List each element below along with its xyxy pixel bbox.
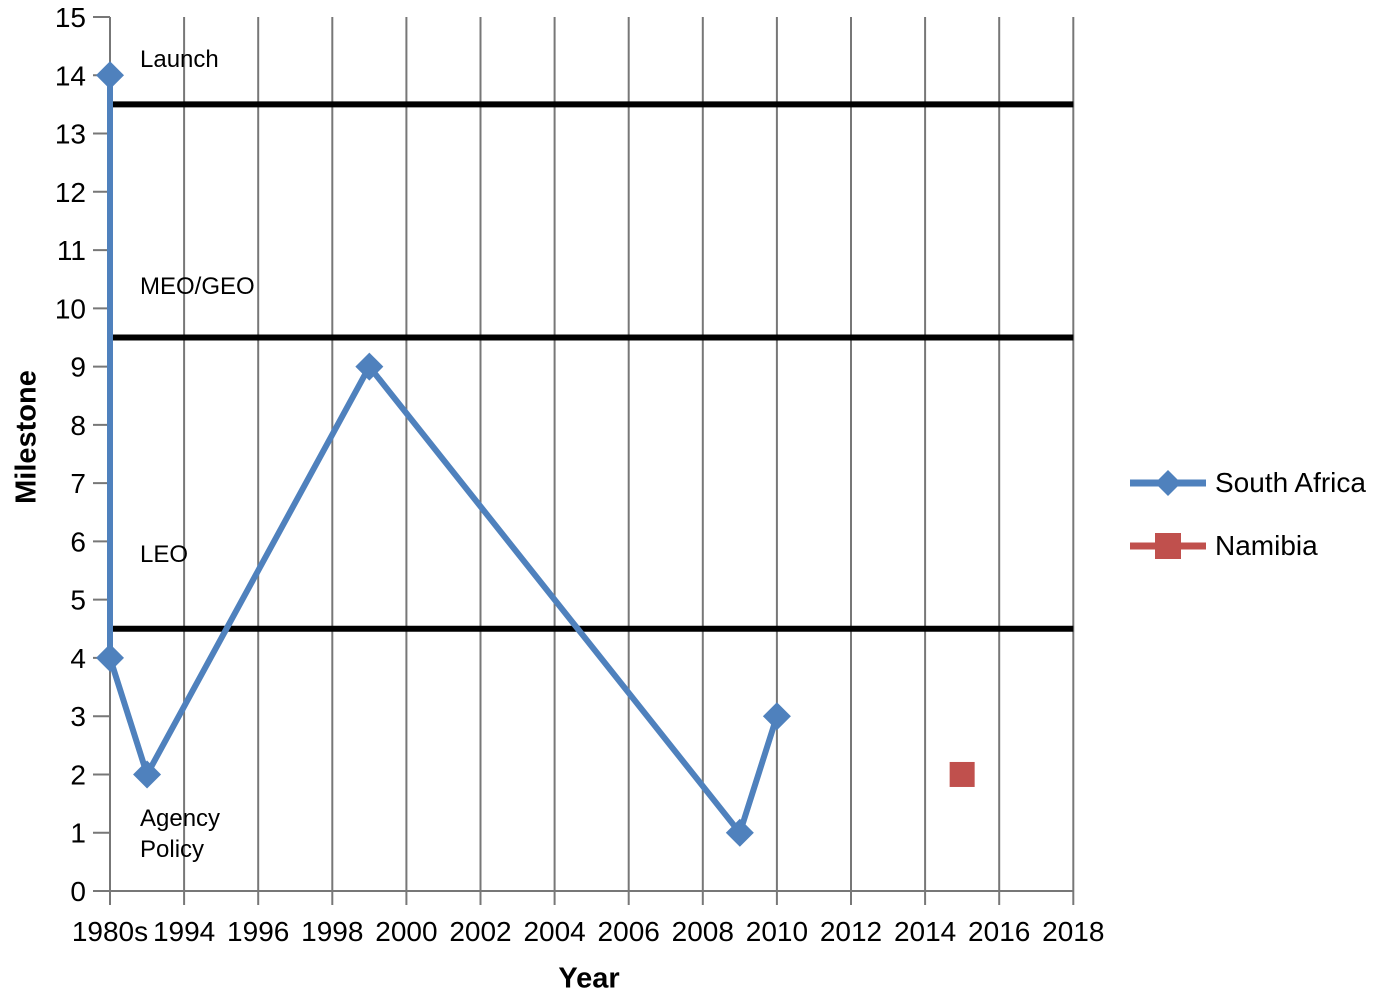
x-tick-label: 2014: [894, 916, 956, 947]
vertical-gridlines: 1980s 1994 1996 1998 2000 2002 2004 2006 2008 201…: [72, 17, 1104, 947]
legend-label-south-africa: South Africa: [1215, 467, 1366, 498]
y-tick-label: 15: [55, 2, 86, 33]
series-line-south-africa: [107, 75, 780, 836]
y-tick-label: 5: [70, 585, 86, 616]
zone-annotation-meo-geo: MEO/GEO: [140, 273, 255, 300]
x-tick-label: 2016: [968, 916, 1030, 947]
y-tick-label: 6: [70, 526, 86, 557]
x-tick-label: 2018: [1042, 916, 1104, 947]
zone-annotation-launch: Launch: [140, 46, 219, 73]
y-tick-label: 10: [55, 293, 86, 324]
series-south-africa: [96, 61, 791, 847]
data-point-diamond: [96, 61, 124, 90]
y-tick-label: 14: [55, 60, 86, 91]
data-point-diamond: [96, 643, 124, 672]
x-tick-label: 2006: [598, 916, 660, 947]
legend-item-namibia: Namibia: [1128, 525, 1366, 567]
data-point-square: [949, 761, 975, 787]
x-tick-label: 2010: [746, 916, 808, 947]
x-tick-label: 2008: [672, 916, 734, 947]
legend-item-south-africa: South Africa: [1128, 462, 1366, 504]
y-tick-label: 7: [70, 468, 86, 499]
y-tick-label: 11: [57, 235, 86, 266]
y-tick-label: 9: [70, 352, 86, 383]
y-tick-label: 1: [70, 818, 86, 849]
y-axis-title: Milestone: [10, 370, 43, 504]
x-tick-label: 1998: [301, 916, 363, 947]
south-africa-line-diamond-icon: [1130, 470, 1206, 496]
y-tick-label: 8: [70, 410, 86, 441]
x-tick-label: 2004: [523, 916, 585, 947]
y-tick-label: 3: [70, 701, 86, 732]
zone-annotation-agency-policy: Agency Policy: [140, 805, 220, 863]
x-tick-label: 2012: [820, 916, 882, 947]
data-point-diamond: [725, 818, 754, 847]
legend-label-namibia: Namibia: [1215, 530, 1318, 561]
data-point-diamond: [762, 702, 791, 731]
y-tick-label: 2: [70, 759, 86, 790]
x-tick-label: 1996: [227, 916, 289, 947]
zone-annotation-leo: LEO: [140, 541, 188, 568]
data-point-diamond: [355, 352, 384, 381]
y-tick-label: 13: [55, 119, 86, 150]
x-tick-label: 1980s: [72, 916, 148, 947]
y-tick-label: 12: [55, 177, 86, 208]
series-namibia: [949, 761, 975, 787]
data-point-diamond: [133, 760, 162, 789]
x-tick-label: 2002: [449, 916, 511, 947]
y-tick-label: 4: [70, 643, 86, 674]
namibia-line-square-icon: [1130, 533, 1206, 559]
y-tick-label: 0: [70, 876, 86, 907]
x-tick-label: 2000: [375, 916, 437, 947]
legend: South Africa Namibia: [1128, 462, 1366, 567]
x-tick-label: 1994: [153, 916, 215, 947]
legend-diamond-marker: [1155, 470, 1181, 496]
x-axis-title: Year: [558, 962, 620, 995]
legend-square-marker: [1155, 533, 1181, 559]
